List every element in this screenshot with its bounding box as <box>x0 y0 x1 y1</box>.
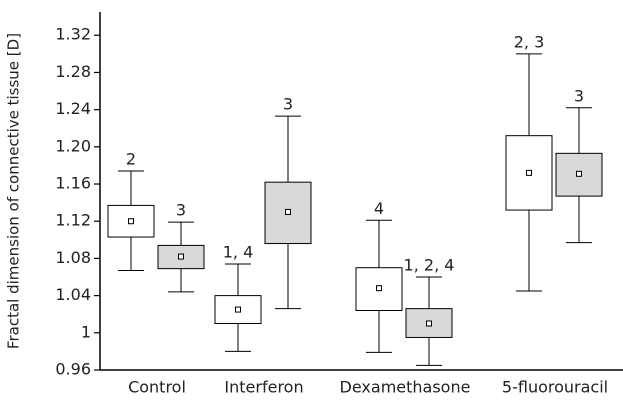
y-tick-label: 1.24 <box>55 99 91 118</box>
annotation: 1, 2, 4 <box>404 256 455 275</box>
annotation: 1, 4 <box>223 242 254 261</box>
x-tick-label: Interferon <box>224 378 303 397</box>
annotation: 3 <box>574 86 584 105</box>
mean-marker <box>376 285 382 292</box>
x-tick-label: 5-fluorouracil <box>502 378 608 397</box>
mean-marker <box>285 208 291 215</box>
y-tick-label: 1.16 <box>55 174 91 193</box>
annotation: 3 <box>283 95 293 114</box>
y-tick-label: 0.96 <box>55 360 91 379</box>
y-tick-label: 1.04 <box>55 285 91 304</box>
annotation: 4 <box>374 199 384 218</box>
y-tick-label: 1.32 <box>55 25 91 44</box>
mean-marker <box>576 170 582 177</box>
x-tick-label: Dexamethasone <box>340 378 471 397</box>
y-tick-label: 1.28 <box>55 62 91 81</box>
mean-marker <box>526 169 532 176</box>
mean-marker <box>426 320 432 327</box>
mean-marker <box>128 218 134 225</box>
y-axis-label: Fractal dimension of connective tissue [… <box>5 33 23 349</box>
box <box>405 308 453 338</box>
x-tick-label: Control <box>128 378 186 397</box>
mean-marker <box>178 253 184 260</box>
y-tick-label: 1.08 <box>55 248 91 267</box>
y-tick-label: 1 <box>81 322 91 341</box>
annotation: 2 <box>126 150 136 169</box>
annotation: 2, 3 <box>514 32 545 51</box>
y-tick-label: 1.20 <box>55 136 91 155</box>
mean-marker <box>235 306 241 313</box>
y-tick-label: 1.12 <box>55 211 91 230</box>
annotation: 3 <box>176 201 186 220</box>
